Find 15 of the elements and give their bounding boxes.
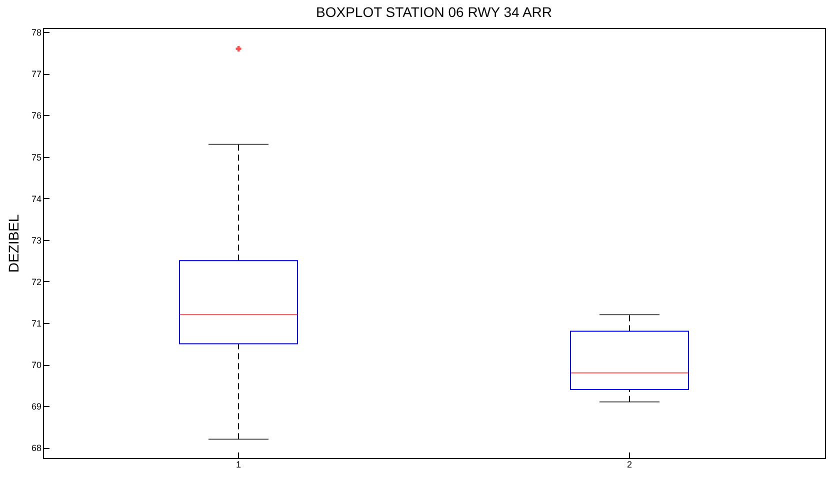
y-tick-label: 69 [31,402,42,412]
y-tick-label: 68 [31,443,42,454]
x-tick-label: 1 [236,460,242,470]
y-tick-label: 73 [31,235,42,246]
y-tick-label: 72 [31,276,42,287]
chart-title: BOXPLOT STATION 06 RWY 34 ARR [316,4,552,20]
y-tick-label: 78 [31,28,42,38]
y-tick-label: 77 [31,69,42,80]
y-tick-label: 75 [31,152,42,162]
y-axis-title: DEZIBEL [5,214,22,273]
y-tick-label: 76 [31,110,42,121]
y-tick-label: 70 [31,360,42,370]
y-tick-label: 71 [31,318,42,328]
y-tick-label: 74 [31,194,42,204]
x-tick-label: 2 [626,460,632,470]
